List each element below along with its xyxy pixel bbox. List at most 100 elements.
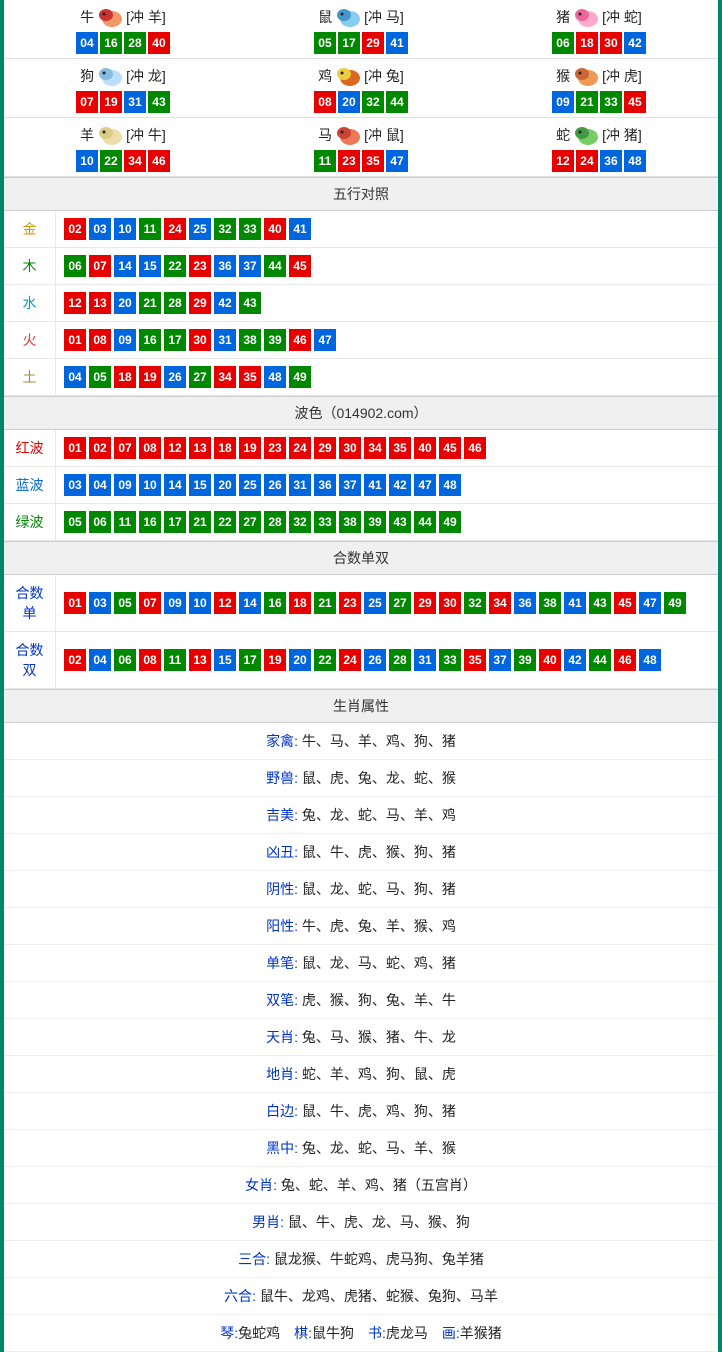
number-badge: 03 (64, 474, 86, 496)
zodiac-icon (572, 65, 600, 87)
data-row: 土04051819262734354849 (4, 359, 718, 396)
number-badge: 10 (139, 474, 161, 496)
attribute-label: 三合: (238, 1251, 274, 1267)
data-row: 绿波05061116172122272832333839434449 (4, 504, 718, 541)
number-badge: 30 (339, 437, 361, 459)
number-badge: 06 (114, 649, 136, 671)
four-arts-row: 琴:兔蛇鸡 棋:鼠牛狗 书:虎龙马 画:羊猴猪 (4, 1315, 718, 1352)
number-badge: 12 (164, 437, 186, 459)
number-badge: 08 (314, 91, 336, 113)
row-label: 木 (4, 248, 56, 284)
number-badge: 34 (489, 592, 511, 614)
data-row: 合数单0103050709101214161821232527293032343… (4, 575, 718, 632)
zodiac-icon (334, 6, 362, 28)
number-badge: 38 (239, 329, 261, 351)
number-badge: 28 (264, 511, 286, 533)
number-badge: 08 (139, 649, 161, 671)
attribute-label: 阴性: (266, 881, 302, 897)
four-arts-value: 鼠牛狗 (312, 1325, 354, 1341)
number-badge: 38 (539, 592, 561, 614)
row-numbers: 02031011242532334041 (56, 212, 718, 246)
number-badge: 07 (76, 91, 98, 113)
number-badge: 37 (339, 474, 361, 496)
zodiac-numbers: 07193143 (8, 91, 238, 113)
number-badge: 04 (89, 649, 111, 671)
number-badge: 37 (239, 255, 261, 277)
zodiac-numbers: 06183042 (484, 32, 714, 54)
number-badge: 31 (414, 649, 436, 671)
number-badge: 31 (214, 329, 236, 351)
attribute-label: 阳性: (266, 918, 302, 934)
zodiac-numbers: 10223446 (8, 150, 238, 172)
number-badge: 45 (289, 255, 311, 277)
number-badge: 44 (414, 511, 436, 533)
zodiac-cell: 牛[冲 羊]04162840 (4, 0, 242, 59)
number-badge: 15 (139, 255, 161, 277)
number-badge: 42 (214, 292, 236, 314)
number-badge: 43 (389, 511, 411, 533)
number-badge: 23 (264, 437, 286, 459)
number-badge: 41 (386, 32, 408, 54)
number-badge: 40 (414, 437, 436, 459)
number-badge: 21 (314, 592, 336, 614)
row-numbers: 05061116172122272832333839434449 (56, 505, 718, 539)
zodiac-name: 鼠 (318, 7, 332, 27)
number-badge: 14 (239, 592, 261, 614)
number-badge: 42 (624, 32, 646, 54)
number-badge: 48 (624, 150, 646, 172)
number-badge: 21 (576, 91, 598, 113)
zodiac-icon (334, 65, 362, 87)
row-numbers: 04051819262734354849 (56, 360, 718, 394)
zodiac-name: 牛 (80, 7, 94, 27)
number-badge: 41 (289, 218, 311, 240)
number-badge: 13 (89, 292, 111, 314)
number-badge: 06 (64, 255, 86, 277)
number-badge: 14 (164, 474, 186, 496)
row-label: 水 (4, 285, 56, 321)
number-badge: 43 (239, 292, 261, 314)
attribute-label: 六合: (224, 1288, 260, 1304)
number-badge: 46 (614, 649, 636, 671)
number-badge: 13 (189, 437, 211, 459)
number-badge: 38 (339, 511, 361, 533)
attribute-label: 单笔: (266, 955, 302, 971)
number-badge: 22 (164, 255, 186, 277)
row-label: 合数双 (4, 632, 56, 688)
attribute-row: 黑中: 兔、龙、蛇、马、羊、猴 (4, 1130, 718, 1167)
number-badge: 12 (214, 592, 236, 614)
number-badge: 29 (414, 592, 436, 614)
attribute-row: 六合: 鼠牛、龙鸡、虎猪、蛇猴、兔狗、马羊 (4, 1278, 718, 1315)
number-badge: 44 (386, 91, 408, 113)
number-badge: 21 (139, 292, 161, 314)
zodiac-name: 猴 (556, 66, 570, 86)
number-badge: 46 (148, 150, 170, 172)
row-label: 绿波 (4, 504, 56, 540)
zodiac-numbers: 11233547 (246, 150, 476, 172)
attribute-row: 女肖: 兔、蛇、羊、鸡、猪（五宫肖） (4, 1167, 718, 1204)
zodiac-numbers: 08203244 (246, 91, 476, 113)
number-badge: 18 (576, 32, 598, 54)
data-row: 合数双0204060811131517192022242628313335373… (4, 632, 718, 689)
number-badge: 10 (189, 592, 211, 614)
attribute-value: 兔、蛇、羊、鸡、猪（五宫肖） (281, 1177, 477, 1193)
number-badge: 16 (139, 511, 161, 533)
zodiac-name: 马 (318, 125, 332, 145)
number-badge: 17 (164, 511, 186, 533)
number-badge: 35 (362, 150, 384, 172)
number-badge: 24 (576, 150, 598, 172)
attribute-row: 天肖: 兔、马、猴、猪、牛、龙 (4, 1019, 718, 1056)
number-badge: 05 (314, 32, 336, 54)
number-badge: 17 (239, 649, 261, 671)
number-badge: 36 (514, 592, 536, 614)
four-arts-value: 羊猴猪 (460, 1325, 502, 1341)
number-badge: 01 (64, 592, 86, 614)
number-badge: 09 (114, 474, 136, 496)
zodiac-clash: [冲 虎] (602, 66, 642, 86)
page-container: 牛[冲 羊]04162840鼠[冲 马]05172941猪[冲 蛇]061830… (0, 0, 722, 1352)
number-badge: 14 (114, 255, 136, 277)
number-badge: 18 (289, 592, 311, 614)
number-badge: 30 (600, 32, 622, 54)
attribute-row: 男肖: 鼠、牛、虎、龙、马、猴、狗 (4, 1204, 718, 1241)
attribute-value: 虎、猴、狗、兔、羊、牛 (302, 992, 456, 1008)
number-badge: 35 (389, 437, 411, 459)
